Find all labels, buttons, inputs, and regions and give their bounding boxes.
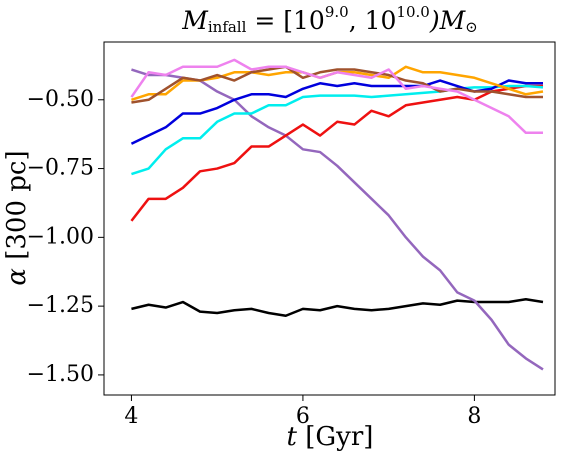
plot-frame [103, 41, 556, 396]
series-line [130, 58, 543, 135]
x-tick-label: 4 [124, 404, 138, 429]
y-tick-label: −0.50 [27, 87, 94, 112]
series-line [130, 79, 543, 145]
y-tick-label: −0.75 [27, 156, 94, 181]
y-tick-label: −1.50 [27, 362, 94, 387]
y-tick-label: −1.25 [27, 293, 94, 318]
y-axis-label: α [300 pc] [2, 150, 32, 285]
series-line [130, 84, 543, 222]
y-tick-label: −1.00 [27, 224, 94, 249]
series-line [131, 65, 543, 104]
series-line [131, 84, 544, 176]
x-tick-label: 6 [296, 404, 310, 429]
chart-title: Minfall = [109.0, 1010.0)M⊙ [181, 3, 478, 36]
x-tick-label: 8 [467, 404, 481, 429]
x-axis-label: t [Gyr] [287, 422, 374, 452]
